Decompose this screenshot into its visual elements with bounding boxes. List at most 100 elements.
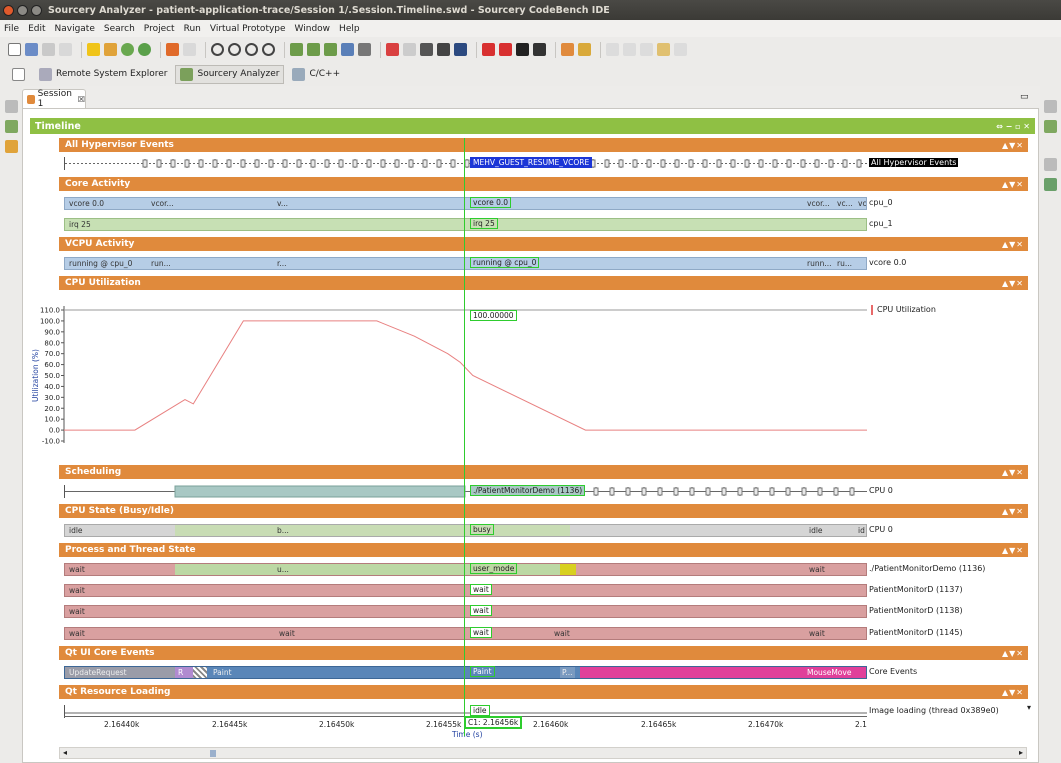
zoom-selection-icon[interactable]	[262, 43, 275, 56]
run-icon[interactable]	[138, 43, 151, 56]
cursor-icon[interactable]	[386, 43, 399, 56]
track-process-1137[interactable]: wait	[64, 584, 867, 597]
scroll-left-icon[interactable]: ◂	[63, 748, 68, 757]
section-scheduling[interactable]: Scheduling	[59, 465, 867, 479]
perspective-remote-system-explorer[interactable]: Remote System Explorer	[35, 66, 171, 83]
filter-icon[interactable]	[358, 43, 371, 56]
menu-navigate[interactable]: Navigate	[54, 23, 95, 34]
pin-icon[interactable]	[578, 43, 591, 56]
mark-left-icon[interactable]	[482, 43, 495, 56]
section-cpu-utilization[interactable]: CPU Utilization	[59, 276, 867, 290]
analyzer-icon[interactable]	[166, 43, 179, 56]
perspective-c-cpp[interactable]: C/C++	[288, 66, 344, 83]
back-icon[interactable]	[657, 43, 670, 56]
console-icon[interactable]	[1044, 178, 1057, 191]
marker-last-icon[interactable]	[341, 43, 354, 56]
cpu-utilization-chart[interactable]: 110.0 100.0 90.0 80.0 70.0 60.0 50.0 40.0 30.0 20…	[30, 292, 870, 462]
text-icon[interactable]	[420, 43, 433, 56]
section-controls[interactable]: ▲▼✕	[867, 237, 1028, 251]
close-tab-icon[interactable]: ☒	[77, 94, 85, 104]
project-explorer-icon[interactable]	[5, 120, 18, 133]
crosshair-icon[interactable]	[516, 43, 529, 56]
prev-annotation-icon[interactable]	[623, 43, 636, 56]
marker-next-icon[interactable]	[324, 43, 337, 56]
section-process-thread-state[interactable]: Process and Thread State	[59, 543, 867, 557]
last-edit-icon[interactable]	[640, 43, 653, 56]
trace-icon[interactable]	[183, 43, 196, 56]
restore-icon[interactable]	[1044, 158, 1057, 171]
section-controls[interactable]: ▲▼✕	[867, 465, 1028, 479]
track-process-1138[interactable]: wait	[64, 605, 867, 618]
menu-edit[interactable]: Edit	[28, 23, 46, 34]
section-controls[interactable]: ▲▼✕	[867, 276, 1028, 290]
export-icon[interactable]	[561, 43, 574, 56]
section-controls[interactable]: ▲▼✕	[867, 138, 1028, 152]
menu-search[interactable]: Search	[103, 23, 135, 34]
menu-run[interactable]: Run	[183, 23, 201, 34]
list-icon[interactable]	[533, 43, 546, 56]
zoom-out-icon[interactable]	[228, 43, 241, 56]
build-config-icon[interactable]	[104, 43, 117, 56]
section-controls[interactable]: ▲▼✕	[867, 543, 1028, 557]
scroll-right-icon[interactable]: ▸	[1018, 748, 1023, 757]
track-cpu-0[interactable]: vcore 0.0 vcor... v... vcor... vc... vc	[64, 197, 867, 210]
save-all-icon[interactable]	[42, 43, 55, 56]
restore-icon[interactable]	[5, 100, 18, 113]
menu-help[interactable]: Help	[339, 23, 360, 34]
section-cpu-state[interactable]: CPU State (Busy/Idle)	[59, 504, 867, 518]
section-vcpu-activity[interactable]: VCPU Activity	[59, 237, 867, 251]
chart-icon[interactable]	[437, 43, 450, 56]
minimize-window-icon[interactable]	[17, 4, 28, 16]
save-icon[interactable]	[25, 43, 38, 56]
forward-icon[interactable]	[674, 43, 687, 56]
track-process-1136[interactable]: wait u... wait	[64, 563, 867, 576]
marker-prev-icon[interactable]	[307, 43, 320, 56]
mark-right-icon[interactable]	[499, 43, 512, 56]
build-icon[interactable]	[87, 43, 100, 56]
horizontal-scrollbar[interactable]: ◂ ▸	[59, 747, 1027, 759]
zoom-fit-icon[interactable]	[245, 43, 258, 56]
table-icon[interactable]	[403, 43, 416, 56]
zoom-in-icon[interactable]	[211, 43, 224, 56]
tab-session-1[interactable]: Session 1 ☒	[22, 89, 86, 109]
new-file-icon[interactable]	[8, 43, 21, 56]
print-icon[interactable]	[59, 43, 72, 56]
section-core-activity[interactable]: Core Activity	[59, 177, 867, 191]
track-cpu-1[interactable]: irq 25	[64, 218, 867, 231]
open-perspective-icon[interactable]	[12, 67, 25, 81]
outline-icon[interactable]	[5, 140, 18, 153]
track-process-1145[interactable]: wait wait wait wait	[64, 627, 867, 640]
menu-window[interactable]: Window	[294, 23, 331, 34]
close-window-icon[interactable]	[3, 4, 14, 16]
track-qt-core-events[interactable]: UpdateRequest R Paint P... MouseMove	[64, 666, 867, 679]
scroll-down-icon[interactable]: ▾	[1027, 703, 1032, 712]
track-vcore-0-0[interactable]: running @ cpu_0 run... r... runn... ru..…	[64, 257, 867, 270]
track-qt-resource[interactable]	[64, 705, 867, 718]
minimize-editor-icon[interactable]: ▭	[1020, 92, 1029, 102]
section-controls[interactable]: ▲▼✕	[867, 504, 1028, 518]
menu-virtual-prototype[interactable]: Virtual Prototype	[209, 23, 286, 34]
track-scheduling[interactable]	[64, 485, 867, 498]
timeline-controls[interactable]: ⇔ − ▫ ✕	[996, 121, 1030, 131]
section-controls[interactable]: ▲▼✕	[867, 646, 1028, 660]
debug-icon[interactable]	[121, 43, 134, 56]
section-qt-ui-core-events[interactable]: Qt UI Core Events	[59, 646, 867, 660]
properties-icon[interactable]	[1044, 120, 1057, 133]
section-controls[interactable]: ▲▼✕	[867, 177, 1028, 191]
section-controls[interactable]: ▲▼✕	[867, 685, 1028, 699]
track-hypervisor[interactable]	[64, 157, 867, 170]
restore-icon[interactable]	[1044, 100, 1057, 113]
maximize-window-icon[interactable]	[31, 4, 42, 16]
marker-first-icon[interactable]	[290, 43, 303, 56]
next-annotation-icon[interactable]	[606, 43, 619, 56]
menu-file[interactable]: File	[4, 23, 20, 34]
measure-icon[interactable]	[454, 43, 467, 56]
section-hypervisor[interactable]: All Hypervisor Events	[59, 138, 867, 152]
time-cursor-line[interactable]	[464, 138, 465, 736]
cursor-time-readout[interactable]: C1: 2.16456k	[464, 716, 523, 729]
perspective-sourcery-analyzer[interactable]: Sourcery Analyzer	[175, 64, 285, 84]
menu-project[interactable]: Project	[143, 23, 175, 34]
section-qt-resource-loading[interactable]: Qt Resource Loading	[59, 685, 867, 699]
scroll-thumb[interactable]	[210, 750, 216, 757]
track-cpu-state[interactable]: idle b... idle id	[64, 524, 867, 537]
